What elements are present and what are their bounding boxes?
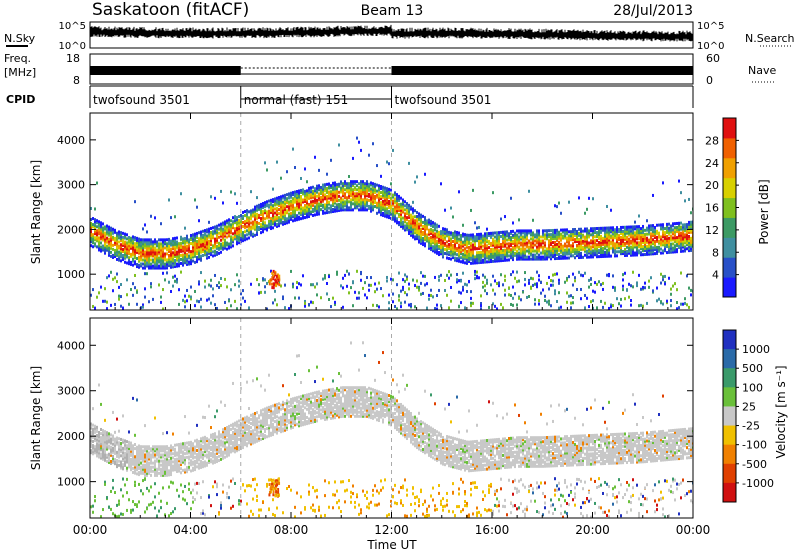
freq-left-tick-top: 18: [66, 52, 80, 65]
power-colorbar-swatch: [723, 277, 736, 298]
y-tick-label: 3000: [57, 385, 85, 398]
velocity-axes: 1000 2000 3000 4000: [57, 339, 693, 489]
velocity-colorbar-tick-label: -25: [742, 420, 760, 433]
power-colorbar-swatch: [723, 157, 736, 179]
power-colorbar-tick-label: 8: [712, 246, 719, 259]
power-colorbar-tick-label: 20: [705, 179, 719, 192]
power-colorbar-swatch: [723, 177, 736, 199]
velocity-colorbar-tick-label: -100: [742, 439, 767, 452]
nave-label: Nave: [748, 64, 776, 77]
power-colorbar-swatch: [723, 137, 736, 159]
nsky-trace: [89, 24, 693, 42]
nsky-left-tick-bottom: 10^0: [59, 41, 86, 52]
time-axis: 00:00 04:00 08:00 12:00 16:00 20:00 00:00: [73, 113, 711, 537]
power-colorbar: 4 8 12 16 20 24 28: [705, 117, 739, 298]
x-tick-label: 16:00: [475, 523, 510, 537]
velocity-colorbar-swatch: [723, 330, 736, 350]
velocity-colorbar-swatch: [723, 368, 736, 388]
y-tick-label: 2000: [57, 223, 85, 236]
velocity-colorbar-swatch: [723, 444, 736, 465]
power-colorbar-label: Power [dB]: [757, 179, 771, 244]
x-tick-label: 12:00: [374, 523, 409, 537]
nsearch-label: N.Search: [745, 32, 795, 45]
nsky-right-tick-bottom: 10^0: [697, 41, 724, 52]
power-colorbar-tick-label: 28: [705, 134, 719, 147]
velocity-colorbar-swatch: [723, 349, 736, 369]
date-label: 28/Jul/2013: [613, 3, 693, 19]
power-colorbar-swatch: [723, 257, 736, 278]
velocity-ylabel: Slant Range [km]: [29, 366, 43, 470]
freq-label-line2: [MHz]: [4, 66, 36, 79]
cpid-segment-label: twofsound 3501: [395, 93, 492, 107]
cpid-strip: twofsound 3501 normal (fast) 151 twofsound…: [89, 86, 694, 108]
freq-right-tick-bottom: 0: [706, 74, 713, 87]
y-tick-label: 4000: [57, 134, 85, 147]
velocity-colorbar-frame: [722, 329, 737, 503]
nsky-right-tick-top: 10^5: [697, 21, 724, 32]
velocity-colorbar-swatch: [723, 463, 736, 484]
y-tick-label: 1000: [57, 476, 85, 489]
nsky-noise-trace: [89, 24, 693, 42]
x-tick-label: 00:00: [676, 523, 711, 537]
power-colorbar-swatch: [723, 217, 736, 238]
y-tick-label: 4000: [57, 339, 85, 352]
velocity-colorbar-tick-label: 1000: [742, 343, 770, 356]
freq-right-tick-top: 60: [706, 52, 720, 65]
velocity-colorbar-tick-label: -1000: [742, 477, 774, 490]
velocity-colorbar-swatch: [723, 406, 736, 427]
power-colorbar-tick-label: 12: [705, 224, 719, 237]
nsky-label: N.Sky: [4, 32, 36, 45]
beam-label: Beam 13: [361, 3, 424, 19]
velocity-colorbar-swatch: [723, 482, 736, 503]
plot-title: Saskatoon (fitACF): [92, 0, 249, 20]
power-colorbar-swatch: [723, 237, 736, 258]
freq-label-line1: Freq.: [4, 52, 31, 65]
freq-trace: [90, 66, 693, 75]
y-tick-label: 2000: [57, 430, 85, 443]
y-tick-label: 1000: [57, 268, 85, 281]
cpid-label: CPID: [6, 93, 35, 106]
velocity-colorbar-swatch: [723, 425, 736, 446]
power-axes: 1000 2000 3000 4000: [57, 134, 693, 281]
velocity-colorbar-tick-label: -500: [742, 458, 767, 471]
x-axis-label: Time UT: [366, 538, 417, 552]
power-colorbar-swatch: [723, 118, 736, 139]
freq-trace-band: [90, 66, 241, 75]
freq-trace-band: [391, 66, 693, 75]
velocity-heatmap: [90, 318, 693, 518]
y-tick-label: 3000: [57, 179, 85, 192]
power-colorbar-tick-label: 24: [705, 157, 719, 170]
power-heatmap: [90, 113, 693, 310]
x-tick-label: 20:00: [575, 523, 610, 537]
freq-left-tick-bottom: 8: [73, 74, 80, 87]
velocity-colorbar-tick-label: 500: [742, 362, 763, 375]
cpid-segment-label: normal (fast) 151: [244, 93, 348, 107]
velocity-colorbar: 1000 500 100 25 -25 -100 -500 -1000: [722, 329, 774, 503]
power-ylabel: Slant Range [km]: [29, 160, 43, 264]
power-colorbar-tick-label: 16: [705, 202, 719, 215]
power-colorbar-tick-label: 4: [712, 269, 719, 282]
power-colorbar-swatch: [723, 197, 736, 218]
x-tick-label: 00:00: [73, 523, 108, 537]
x-tick-label: 08:00: [274, 523, 309, 537]
velocity-colorbar-swatch: [723, 387, 736, 407]
nsky-left-tick-top: 10^5: [59, 21, 86, 32]
velocity-colorbar-tick-label: 25: [742, 400, 756, 413]
velocity-colorbar-label: Velocity [m s⁻¹]: [774, 365, 788, 458]
cpid-segment-label: twofsound 3501: [93, 93, 190, 107]
velocity-colorbar-tick-label: 100: [742, 381, 763, 394]
x-tick-label: 04:00: [173, 523, 208, 537]
